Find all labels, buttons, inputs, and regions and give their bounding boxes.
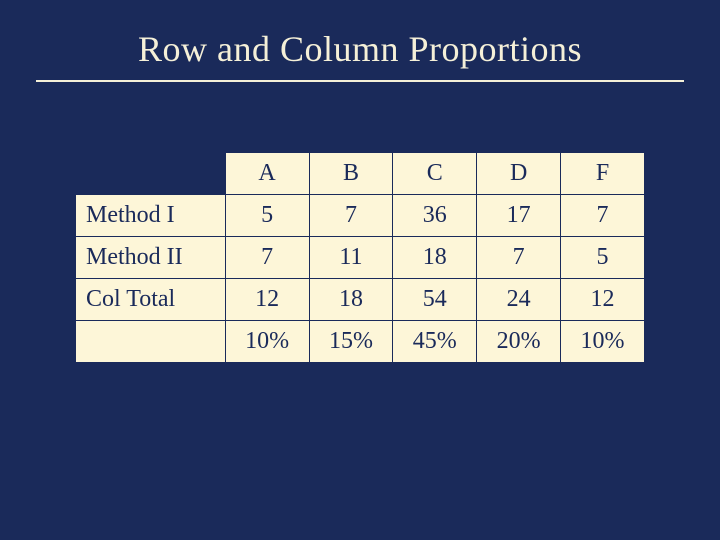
table-cell: 12 (561, 279, 645, 321)
proportions-table-wrap: A B C D F Method I 5 7 36 17 7 Method II… (75, 152, 645, 363)
table-cell: 24 (477, 279, 561, 321)
column-header: B (309, 153, 393, 195)
table-cell: 45% (393, 321, 477, 363)
table-cell: 54 (393, 279, 477, 321)
table-cell: 5 (561, 237, 645, 279)
table-row: Method II 7 11 18 7 5 (76, 237, 645, 279)
table-cell: 17 (477, 195, 561, 237)
table-cell: 10% (561, 321, 645, 363)
table-cell: 10% (225, 321, 309, 363)
column-header: D (477, 153, 561, 195)
table-cell: 36 (393, 195, 477, 237)
table-cell: 5 (225, 195, 309, 237)
table-cell: 20% (477, 321, 561, 363)
table-header-row: A B C D F (76, 153, 645, 195)
table-row: 10% 15% 45% 20% 10% (76, 321, 645, 363)
row-label: Col Total (76, 279, 226, 321)
table-cell: 7 (309, 195, 393, 237)
slide-title: Row and Column Proportions (36, 28, 684, 82)
row-label: Method II (76, 237, 226, 279)
header-empty-cell (76, 153, 226, 195)
table-cell: 11 (309, 237, 393, 279)
column-header: C (393, 153, 477, 195)
table-cell: 15% (309, 321, 393, 363)
column-header: A (225, 153, 309, 195)
slide: Row and Column Proportions A B C D F Met… (0, 0, 720, 540)
table-row: Col Total 12 18 54 24 12 (76, 279, 645, 321)
table-cell: 7 (477, 237, 561, 279)
row-label (76, 321, 226, 363)
table-cell: 7 (561, 195, 645, 237)
table-cell: 12 (225, 279, 309, 321)
proportions-table: A B C D F Method I 5 7 36 17 7 Method II… (75, 152, 645, 363)
row-label: Method I (76, 195, 226, 237)
table-row: Method I 5 7 36 17 7 (76, 195, 645, 237)
table-cell: 7 (225, 237, 309, 279)
table-cell: 18 (309, 279, 393, 321)
table-cell: 18 (393, 237, 477, 279)
column-header: F (561, 153, 645, 195)
